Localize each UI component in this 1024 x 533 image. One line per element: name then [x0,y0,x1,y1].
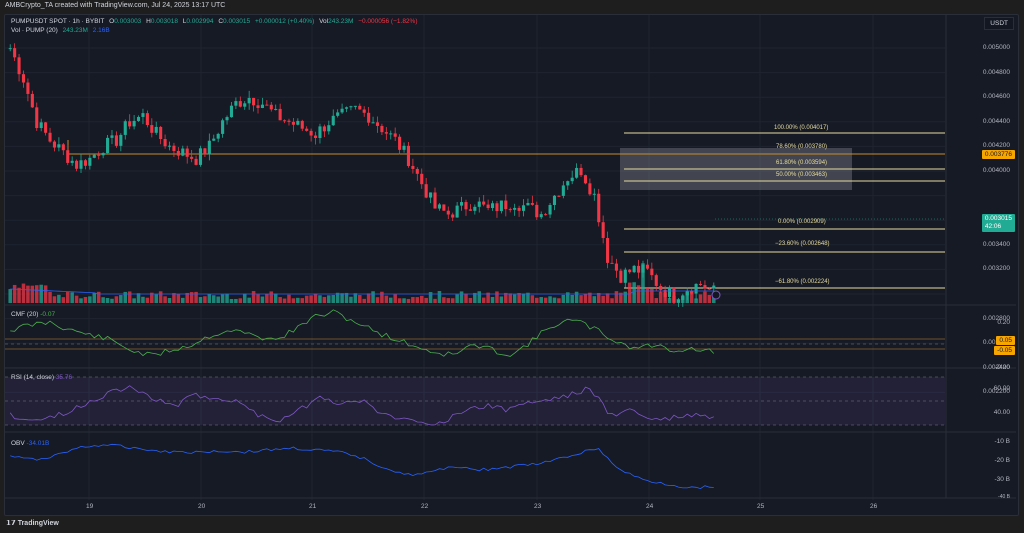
fib-label-618: 61.80% (0.003594) [776,160,828,166]
fib-label-m618: −61.80% (0.002224) [775,279,830,285]
obv-tick-40: -40 B [998,494,1010,500]
date-22: 22 [421,503,429,510]
price-tick: 0.003200 [982,265,1010,273]
open-value: 0.003003 [114,18,142,25]
volume-change: −0.000056 (−1.82%) [358,18,418,25]
date-23: 23 [534,503,542,510]
last-price: 0.003015 [984,215,1012,222]
tv-logo-icon: 𝟭𝟳 [6,520,18,527]
price-tick: 0.002800 [982,314,1010,322]
price-tick: 0.004000 [982,167,1010,174]
cmf-tick-hi: 0.20 [997,319,1010,326]
volume-indicator-name[interactable]: Vol · PUMP (20) [11,27,58,34]
date-24: 24 [646,503,654,510]
change-value: +0.000012 (+0.40%) [254,18,315,25]
cmf-tick-lo: -0.20 [995,364,1010,371]
cmf-value: -0.07 [40,311,56,318]
date-21: 21 [309,503,317,510]
date-19: 19 [86,503,94,510]
price-tick: 0.004400 [982,117,1010,125]
currency-selector[interactable]: USDT [984,17,1014,30]
obv-tick-10: -10 B [994,438,1010,445]
tradingview-logo[interactable]: 𝟭𝟳 TradingView [6,520,59,527]
top-bar: AMBCrypto_TA created with TradingView.co… [0,0,1024,14]
fib-label-50: 50.00% (0.003463) [776,172,828,178]
cmf-tag-hi: 0.05 [996,336,1015,345]
fib-label-100: 100.00% (0.004017) [774,125,829,131]
price-tick: 0.002200 [982,388,1010,396]
high-value: 0.003018 [150,18,178,25]
price-tick: 0.004600 [982,93,1010,101]
rsi-value: 35.76 [55,374,73,381]
close-value: 0.003015 [223,18,251,25]
price-tick: 0.002400 [982,363,1010,371]
fib-label-m236: −23.60% (0.002648) [775,241,830,247]
symbol-name[interactable]: PUMPUSDT SPOT · 1h · BYBIT [11,18,105,25]
price-tick: 0.004800 [982,68,1010,76]
fib-label-786: 78.60% (0.003780) [776,144,828,150]
cmf-legend[interactable]: CMF (20) -0.07 [11,311,56,318]
volume-indicator-value: 243.23M [62,27,88,34]
obv-tick-30: -30 B [994,476,1010,483]
rsi-legend[interactable]: RSI (14, close) 35.76 [11,374,73,381]
rsi-tick-60: 60.00 [993,385,1010,392]
fib-label-0: 0.00% (0.002909) [778,219,826,225]
bar-countdown: 42:06 [984,223,1002,230]
chart-credit: AMBCrypto_TA created with TradingView.co… [5,2,226,9]
obv-legend[interactable]: OBV -34.01B [11,440,50,447]
symbol-legend: PUMPUSDT SPOT · 1h · BYBIT O0.003003 H0.… [11,18,418,25]
last-price-tag: 0.003015 42:06 [981,214,1015,232]
volume-legend: Vol · PUMP (20) 243.23M 2.16B [11,27,113,34]
price-tick: 0.004200 [982,142,1010,150]
date-25: 25 [757,503,765,510]
volume-value: 243.23M [328,18,354,25]
cmf-tag-lo: -0.05 [994,346,1015,355]
date-20: 20 [198,503,206,510]
rsi-tick-40: 40.00 [993,409,1010,416]
obv-tick-20: -20 B [994,457,1010,464]
price-tick: 0.005000 [982,44,1010,51]
volume-ma-value: 2.16B [92,27,110,34]
price-tick: 0.003400 [982,240,1010,248]
level-price-tag: 0.003776 [981,150,1015,159]
date-26: 26 [870,503,878,510]
obv-value: -34.01B [26,440,50,447]
low-value: 0.002994 [186,18,214,25]
